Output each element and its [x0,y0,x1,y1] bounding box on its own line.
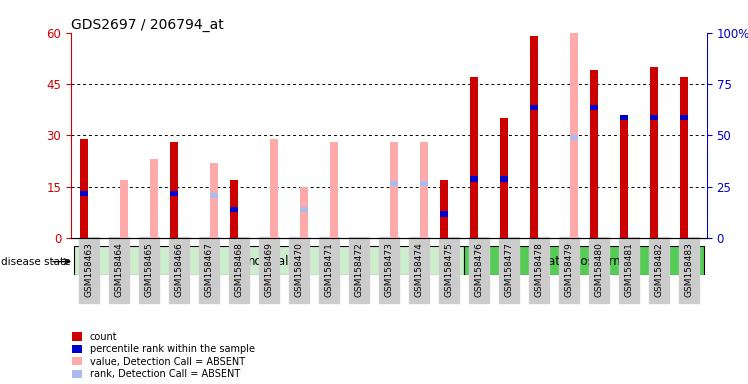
Bar [269,139,278,238]
Bar [80,139,88,238]
Bar [420,142,428,238]
Bar [170,191,179,196]
Bar [209,193,218,198]
Bar [170,142,179,238]
Bar [209,163,218,238]
Bar [120,180,128,238]
Bar [150,159,158,238]
Legend: count, percentile rank within the sample, value, Detection Call = ABSENT, rank, : count, percentile rank within the sample… [72,332,254,379]
Bar [620,118,628,238]
Bar [230,180,239,238]
Bar [390,142,398,238]
Text: GDS2697 / 206794_at: GDS2697 / 206794_at [71,18,224,31]
Bar [590,70,598,238]
Bar [569,136,578,141]
Bar [440,180,448,238]
Bar [500,177,509,182]
Bar [590,104,598,110]
Bar [390,180,398,186]
Bar [470,77,478,238]
Bar [620,115,628,120]
Bar [680,115,688,120]
Text: normal: normal [248,255,289,268]
Bar [420,180,428,186]
Text: teratozoospermia: teratozoospermia [532,255,636,268]
Bar [680,77,688,238]
Bar [569,5,578,238]
Bar [74,246,464,275]
Bar [650,115,658,120]
Bar [530,104,539,110]
Text: disease state: disease state [1,257,70,266]
Bar [650,67,658,238]
Bar [440,211,448,217]
Bar [300,187,308,238]
Bar [500,118,509,238]
Bar [80,191,88,196]
Bar [470,177,478,182]
Bar [464,246,704,275]
Bar [300,207,308,212]
Bar [530,36,539,238]
Bar [330,142,338,238]
Bar [230,207,239,212]
